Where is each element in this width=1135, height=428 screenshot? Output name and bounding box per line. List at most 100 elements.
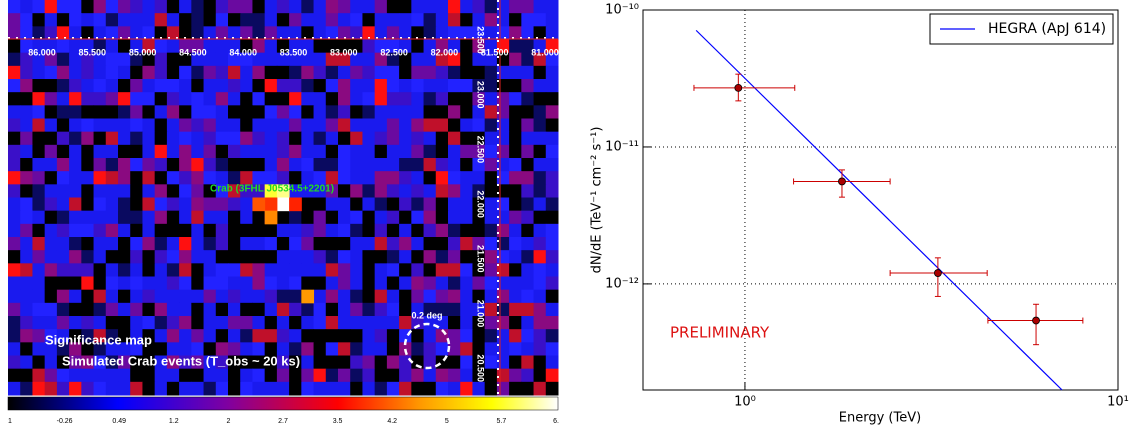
- map-pixel: [166, 13, 180, 27]
- map-pixel: [289, 0, 302, 14]
- map-pixel: [215, 79, 229, 93]
- map-pixel: [545, 92, 559, 106]
- map-pixel: [448, 263, 461, 277]
- map-pixel: [81, 79, 95, 93]
- map-pixel: [411, 355, 425, 370]
- map-pixel: [276, 342, 290, 356]
- map-pixel: [81, 276, 95, 291]
- map-pixel: [301, 65, 315, 80]
- map-pixel: [411, 171, 425, 185]
- map-pixel: [154, 184, 168, 198]
- map-pixel: [69, 289, 82, 304]
- map-pixel: [423, 276, 437, 291]
- map-pixel: [81, 65, 95, 80]
- map-pixel: [8, 118, 21, 133]
- map-pixel: [118, 197, 131, 212]
- map-pixel: [166, 144, 180, 159]
- map-pixel: [509, 316, 522, 330]
- map-pixel: [166, 171, 180, 185]
- map-pixel: [252, 184, 266, 198]
- map-pixel: [338, 79, 351, 93]
- map-pixel: [81, 368, 95, 383]
- map-pixel: [448, 197, 461, 212]
- map-pixel: [179, 237, 192, 251]
- map-pixel: [472, 118, 486, 133]
- scale-label: 0.2 deg: [411, 310, 442, 320]
- map-pixel: [44, 210, 58, 225]
- map-pixel: [142, 118, 156, 133]
- map-pixel: [301, 158, 315, 172]
- map-pixel: [423, 92, 437, 106]
- map-pixel: [313, 276, 327, 291]
- map-pixel: [81, 263, 95, 277]
- map-pixel: [81, 223, 95, 238]
- map-pixel: [118, 0, 131, 14]
- map-pixel: [423, 237, 437, 251]
- map-pixel: [435, 223, 449, 238]
- map-pixel: [20, 171, 33, 185]
- map-pixel: [313, 210, 327, 225]
- map-pixel: [93, 355, 107, 370]
- map-pixel: [81, 144, 95, 159]
- map-pixel: [154, 52, 168, 67]
- map-pixel: [509, 197, 522, 212]
- map-pixel: [362, 276, 376, 291]
- map-pixel: [154, 250, 168, 264]
- map-pixel: [460, 316, 473, 330]
- map-pixel: [509, 39, 522, 54]
- map-pixel: [484, 276, 498, 291]
- map-pixel: [105, 250, 119, 264]
- map-pixel: [338, 302, 351, 317]
- map-pixel: [533, 13, 547, 27]
- map-pixel: [8, 65, 21, 80]
- map-pixel: [374, 79, 388, 93]
- map-pixel: [20, 237, 33, 251]
- map-pixel: [203, 131, 217, 146]
- map-pixel: [20, 210, 33, 225]
- map-pixel: [386, 92, 400, 106]
- map-pixel: [56, 13, 70, 27]
- map-pixel: [301, 52, 315, 67]
- map-pixel: [20, 342, 33, 356]
- colorbar-label: 5.7: [497, 418, 507, 425]
- map-pixel: [228, 381, 241, 396]
- map-pixel: [325, 329, 339, 343]
- map-pixel: [130, 118, 143, 133]
- map-pixel: [325, 92, 339, 106]
- map-pixel: [20, 316, 33, 330]
- map-pixel: [399, 92, 412, 106]
- map-caption: Significance map: [45, 332, 152, 347]
- map-pixel: [521, 158, 535, 172]
- map-pixel: [203, 302, 217, 317]
- map-pixel: [509, 237, 522, 251]
- map-pixel: [130, 92, 143, 106]
- map-pixel: [313, 316, 327, 330]
- map-pixel: [472, 39, 486, 54]
- map-pixel: [130, 184, 143, 198]
- map-pixel: [399, 26, 412, 40]
- map-pixel: [179, 381, 192, 396]
- map-pixel: [313, 263, 327, 277]
- map-pixel: [228, 342, 241, 356]
- map-pixel: [215, 144, 229, 159]
- map-pixel: [533, 316, 547, 330]
- model-line: [695, 29, 1063, 391]
- map-pixel: [154, 368, 168, 383]
- map-pixel: [411, 118, 425, 133]
- map-pixel: [179, 368, 192, 383]
- map-pixel: [472, 79, 486, 93]
- map-pixel: [179, 39, 192, 54]
- map-pixel: [142, 13, 156, 27]
- map-pixel: [276, 263, 290, 277]
- map-pixel: [118, 26, 131, 40]
- map-pixel: [325, 158, 339, 172]
- map-pixel: [215, 329, 229, 343]
- map-pixel: [362, 223, 376, 238]
- map-pixel: [118, 223, 131, 238]
- map-pixel: [179, 0, 192, 14]
- map-pixel: [350, 79, 363, 93]
- map-pixel: [93, 13, 107, 27]
- map-pixel: [179, 118, 192, 133]
- map-pixel: [289, 263, 302, 277]
- map-pixel: [448, 105, 461, 119]
